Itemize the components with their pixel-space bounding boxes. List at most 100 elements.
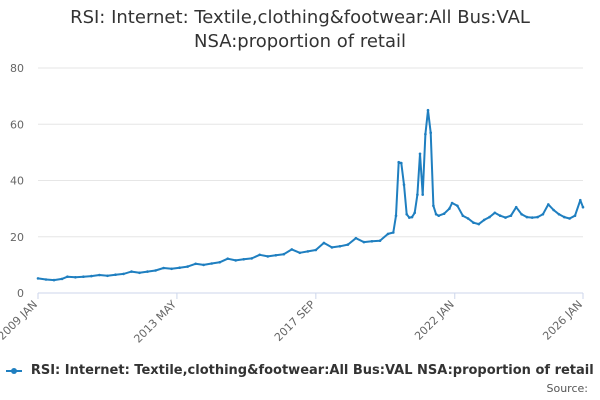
data-point-88 xyxy=(573,214,577,217)
data-point-10 xyxy=(114,273,117,277)
data-point-38 xyxy=(338,245,342,248)
data-point-26 xyxy=(242,258,245,261)
data-point-70 xyxy=(477,222,481,226)
data-point-87 xyxy=(568,217,571,220)
data-point-6 xyxy=(82,275,85,279)
x-tick-label-2026-01: 2026 JAN xyxy=(540,298,585,343)
data-point-85 xyxy=(557,213,561,216)
data-point-63 xyxy=(442,212,446,215)
legend[interactable]: RSI: Internet: Textile,clothing&footwear… xyxy=(0,363,600,378)
data-point-5 xyxy=(74,276,77,279)
x-tick-label-2013-05: 2013 MAY xyxy=(131,298,179,346)
data-point-84 xyxy=(552,208,555,212)
x-tick-label-2017-09: 2017 SEP xyxy=(272,298,318,344)
data-point-68 xyxy=(466,217,470,220)
data-point-34 xyxy=(306,250,310,253)
data-point-20 xyxy=(194,262,197,266)
data-point-8 xyxy=(98,273,101,277)
data-point-60 xyxy=(432,204,435,208)
legend-label: RSI: Internet: Textile,clothing&footwear… xyxy=(30,363,594,378)
gridlines xyxy=(38,67,583,238)
data-point-73 xyxy=(493,211,497,215)
data-point-64 xyxy=(448,207,451,210)
y-tick-label-60: 60 xyxy=(10,118,24,131)
data-point-36 xyxy=(322,241,326,245)
data-point-86 xyxy=(563,215,566,219)
data-point-89 xyxy=(579,198,582,202)
x-tick-label-2022-01: 2022 JAN xyxy=(412,298,457,343)
data-point-30 xyxy=(274,254,278,257)
data-point-80 xyxy=(530,216,534,219)
chart-title-line-1: RSI: Internet: Textile,clothing&footwear… xyxy=(70,7,530,28)
data-point-81 xyxy=(536,215,539,219)
data-point-79 xyxy=(525,215,529,219)
data-point-50 xyxy=(405,213,409,216)
data-point-52 xyxy=(410,215,414,219)
data-point-61 xyxy=(434,213,438,216)
data-point-43 xyxy=(378,239,382,242)
chart-title-line-2: NSA:proportion of retail xyxy=(193,31,406,52)
data-point-49 xyxy=(402,183,406,186)
data-point-58 xyxy=(426,108,430,112)
data-point-53 xyxy=(413,211,417,215)
data-point-67 xyxy=(461,214,465,217)
data-point-62 xyxy=(437,214,441,217)
axes: 0 20 40 60 80 2009 JAN 2013 MAY 2017 SEP 2022 JA… xyxy=(0,62,585,346)
data-point-12 xyxy=(130,270,133,273)
data-point-39 xyxy=(346,243,350,246)
y-tick-label-80: 80 xyxy=(10,62,24,75)
data-point-46 xyxy=(394,214,398,217)
data-point-72 xyxy=(488,215,491,219)
data-point-32 xyxy=(290,248,294,251)
credits[interactable]: Source: xyxy=(546,382,589,395)
data-point-14 xyxy=(146,270,149,273)
data-point-74 xyxy=(498,214,502,217)
data-point-1 xyxy=(44,278,48,281)
data-point-29 xyxy=(266,255,270,258)
data-point-51 xyxy=(408,216,411,219)
series-line-0 xyxy=(37,109,584,282)
data-point-59 xyxy=(429,131,433,134)
y-tick-label-0: 0 xyxy=(17,287,24,300)
data-point-2 xyxy=(52,278,56,282)
data-point-41 xyxy=(362,240,366,244)
data-point-37 xyxy=(330,246,334,249)
data-point-78 xyxy=(520,213,523,216)
data-point-55 xyxy=(418,152,422,156)
data-point-82 xyxy=(541,213,545,216)
data-point-35 xyxy=(314,248,318,252)
data-point-19 xyxy=(186,265,189,268)
data-point-33 xyxy=(298,251,302,255)
data-point-83 xyxy=(547,203,550,206)
data-point-71 xyxy=(482,218,486,222)
data-point-15 xyxy=(154,269,157,272)
y-tick-label-40: 40 xyxy=(10,175,24,188)
data-point-54 xyxy=(416,193,419,196)
data-point-42 xyxy=(370,240,374,243)
data-point-90 xyxy=(581,205,585,209)
data-point-18 xyxy=(178,266,181,270)
data-point-17 xyxy=(170,267,173,271)
chart-title: RSI: Internet: Textile,clothing&footwear… xyxy=(0,6,600,54)
data-point-13 xyxy=(138,271,141,275)
data-point-4 xyxy=(66,275,69,279)
data-point-0 xyxy=(36,277,40,280)
y-tick-label-20: 20 xyxy=(10,231,24,244)
data-point-66 xyxy=(456,204,459,208)
data-point-28 xyxy=(258,253,262,257)
data-point-40 xyxy=(354,236,358,240)
data-point-3 xyxy=(60,277,64,281)
data-point-21 xyxy=(202,263,205,267)
data-point-45 xyxy=(392,231,395,234)
data-point-11 xyxy=(122,272,125,276)
data-point-24 xyxy=(226,257,229,261)
data-point-9 xyxy=(106,274,109,278)
legend-swatch xyxy=(6,367,23,374)
data-point-27 xyxy=(250,257,253,260)
data-point-48 xyxy=(400,161,403,165)
data-point-75 xyxy=(504,216,507,219)
data-point-7 xyxy=(90,274,93,278)
data-point-57 xyxy=(424,132,427,136)
data-point-44 xyxy=(386,232,390,236)
